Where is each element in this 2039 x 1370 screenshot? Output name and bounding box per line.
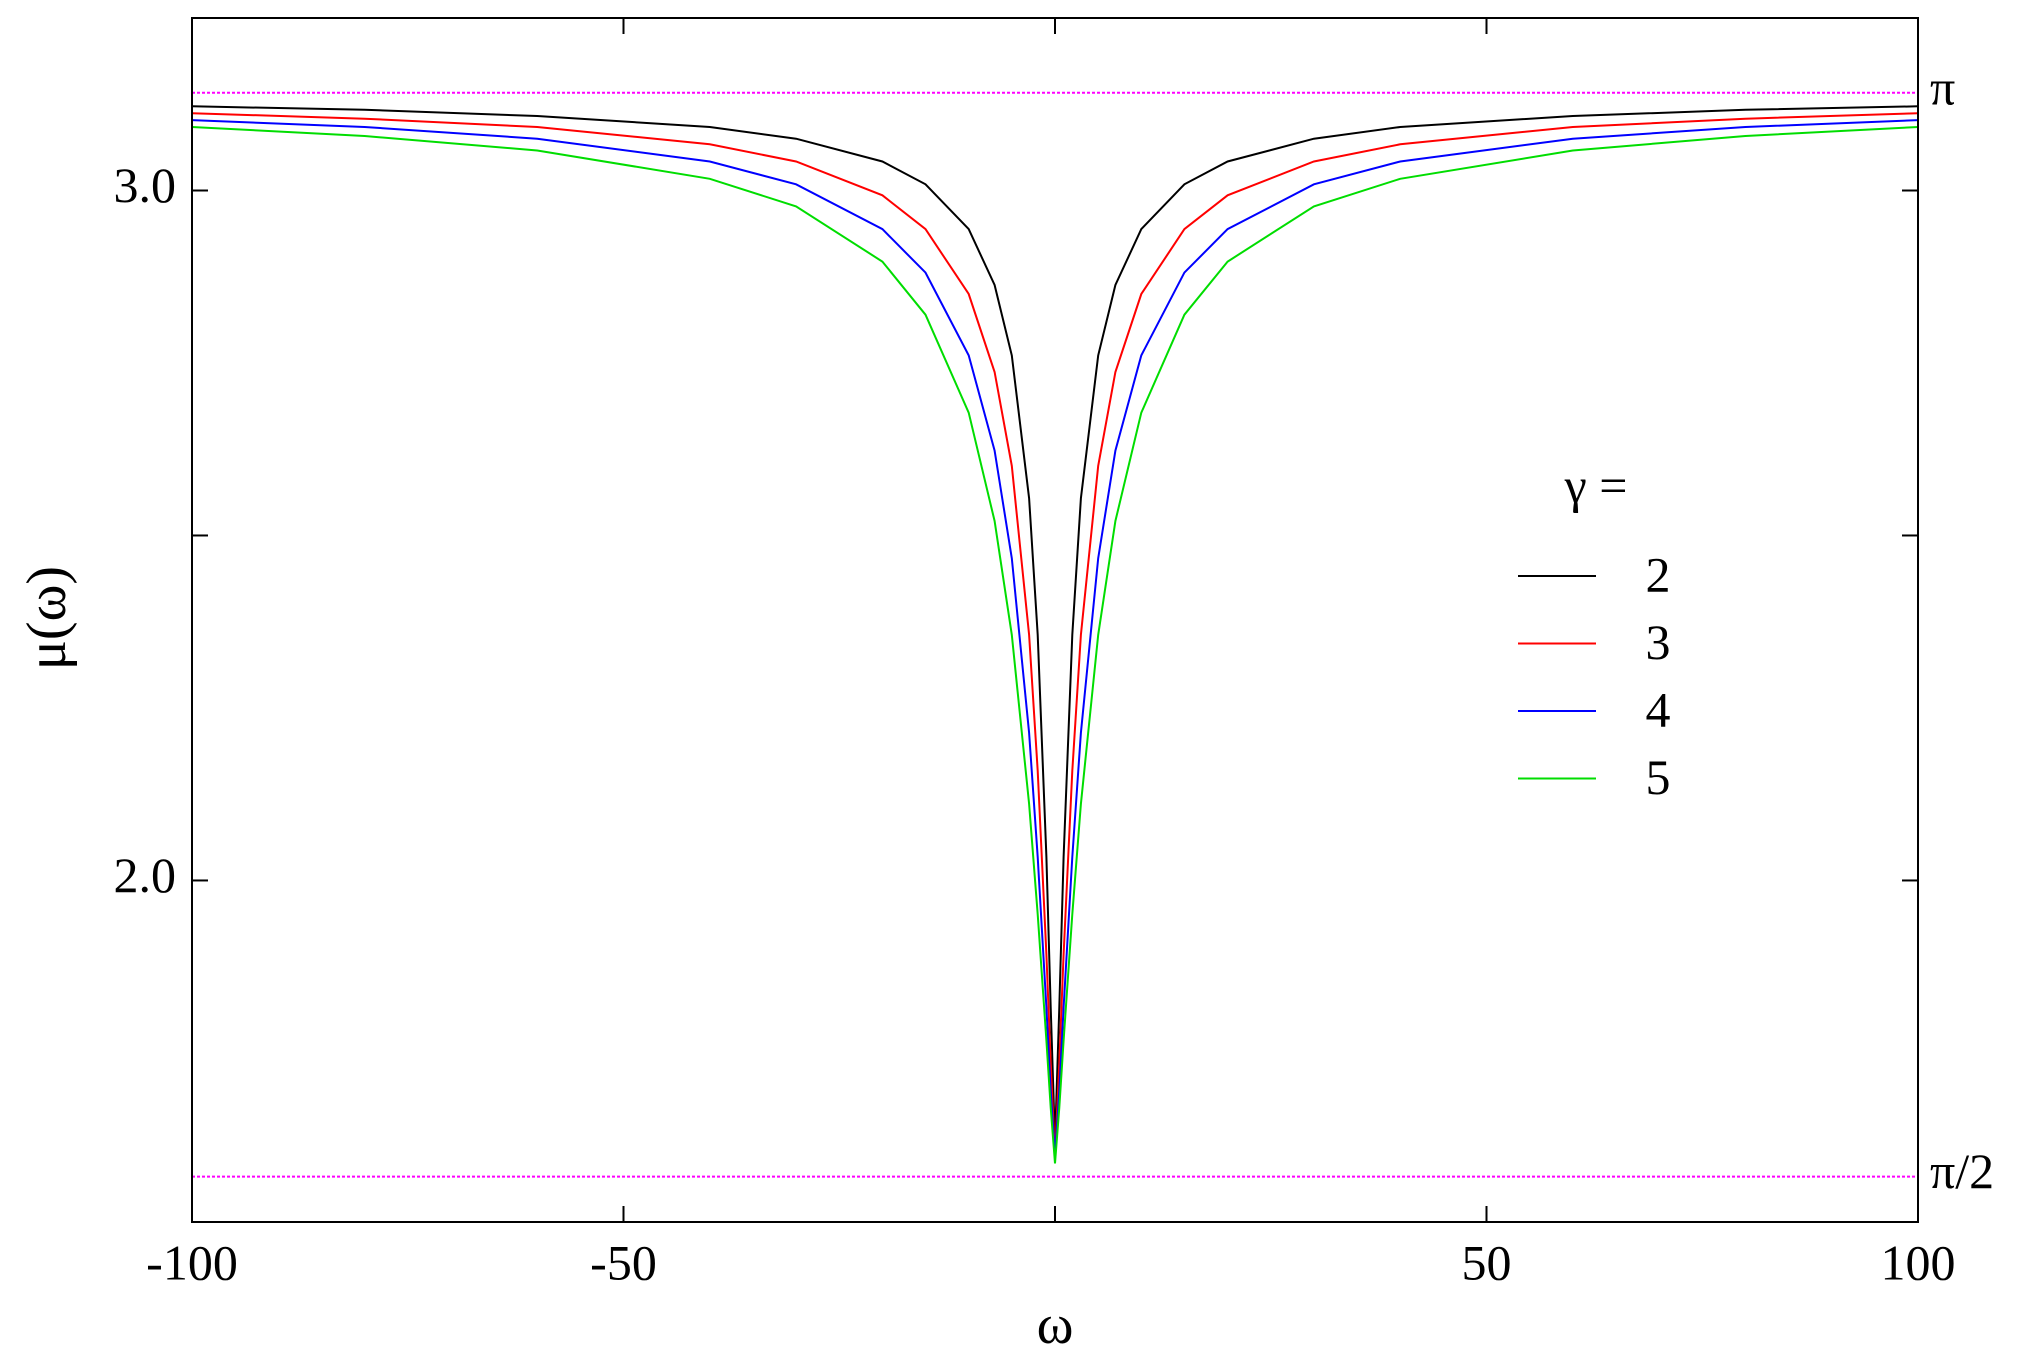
reference-label: π	[1930, 59, 1955, 115]
reference-label: π/2	[1930, 1143, 1994, 1199]
y-tick-label: 3.0	[114, 157, 177, 213]
x-tick-label: 50	[1462, 1234, 1512, 1290]
y-tick-label: 2.0	[114, 847, 177, 903]
legend-label: 4	[1646, 681, 1671, 737]
series-line	[191, 126, 1919, 1164]
x-tick-label: 100	[1881, 1234, 1956, 1290]
x-axis-title: ω	[1037, 1294, 1074, 1356]
x-tick-label: -50	[590, 1234, 657, 1290]
y-axis-title: μ(ω)	[16, 566, 78, 670]
legend-label: 3	[1646, 614, 1671, 670]
x-tick-label: -100	[146, 1234, 238, 1290]
legend-label: 5	[1646, 749, 1671, 805]
legend-label: 2	[1646, 546, 1671, 602]
legend-title: γ =	[1564, 457, 1628, 513]
